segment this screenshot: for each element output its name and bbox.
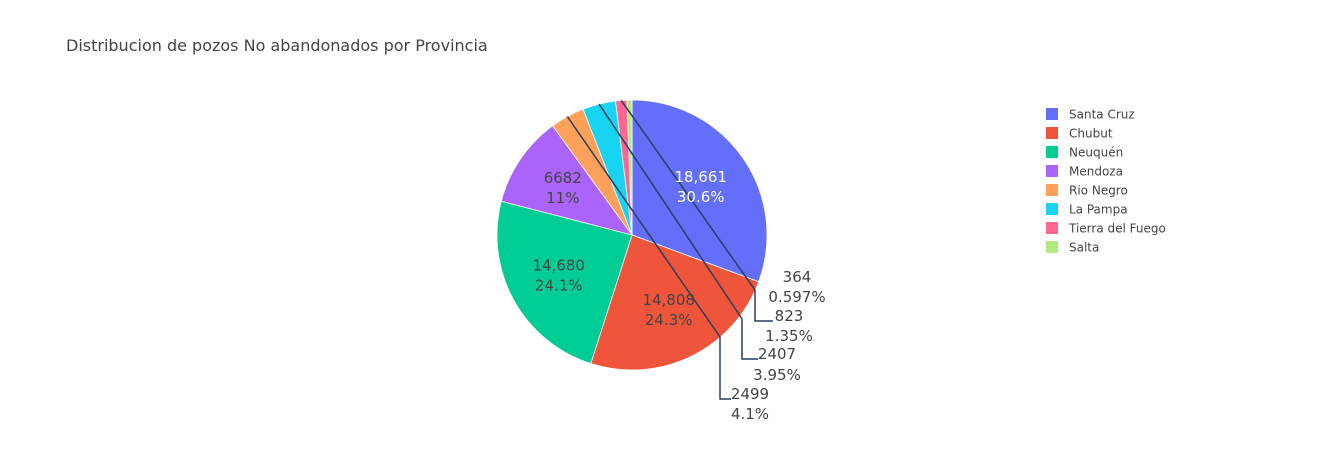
slice-value-label-chubut: 14,808 (642, 291, 695, 309)
legend-item-la-pampa[interactable]: La Pampa (1046, 203, 1128, 217)
legend-item-salta[interactable]: Salta (1046, 241, 1099, 255)
chart-title: Distribucion de pozos No abandonados por… (66, 36, 488, 55)
slice-percent-label-salta: 0.597% (768, 288, 825, 306)
legend-swatch-la-pampa (1046, 203, 1058, 215)
slice-percent-label-chubut: 24.3% (645, 311, 693, 329)
slice-value-label-santa-cruz: 18,661 (674, 168, 727, 186)
legend-item-tierra-del-fuego[interactable]: Tierra del Fuego (1046, 222, 1166, 236)
leader-lines (566, 99, 773, 400)
legend-label-rio-negro: Rio Negro (1069, 184, 1128, 198)
slice-value-label-tierra-del-fuego: 823 (775, 307, 804, 325)
slice-value-label-neuquen: 14,680 (532, 256, 585, 274)
legend-label-mendoza: Mendoza (1069, 165, 1123, 179)
slice-value-label-salta: 364 (783, 268, 812, 286)
legend-swatch-tierra-del-fuego (1046, 222, 1058, 234)
legend-label-tierra-del-fuego: Tierra del Fuego (1068, 222, 1166, 236)
leader-line-rio-negro (566, 116, 731, 400)
legend-label-salta: Salta (1069, 241, 1099, 255)
slice-santa-cruz[interactable] (631, 99, 768, 283)
legend-swatch-neuquen (1046, 146, 1058, 158)
slice-percent-label-neuquen: 24.1% (535, 276, 583, 294)
slice-value-label-la-pampa: 2407 (758, 345, 796, 363)
legend-item-mendoza[interactable]: Mendoza (1046, 165, 1123, 179)
legend-label-santa-cruz: Santa Cruz (1069, 108, 1135, 122)
legend-label-la-pampa: La Pampa (1069, 203, 1128, 217)
legend-swatch-chubut (1046, 127, 1058, 139)
legend-swatch-mendoza (1046, 165, 1058, 177)
legend-label-chubut: Chubut (1069, 127, 1113, 141)
slice-value-label-mendoza: 6682 (544, 169, 582, 187)
legend-item-neuquen[interactable]: Neuquén (1046, 146, 1123, 160)
slice-salta[interactable] (626, 99, 633, 236)
legend-swatch-rio-negro (1046, 184, 1058, 196)
slice-percent-label-rio-negro: 4.1% (731, 405, 769, 423)
legend-item-rio-negro[interactable]: Rio Negro (1046, 184, 1128, 198)
legend-swatch-santa-cruz (1046, 108, 1058, 120)
slice-neuquen[interactable] (496, 200, 633, 365)
legend-item-santa-cruz[interactable]: Santa Cruz (1046, 108, 1135, 122)
slice-percent-label-tierra-del-fuego: 1.35% (765, 327, 813, 345)
legend-swatch-salta (1046, 241, 1058, 253)
slice-percent-label-santa-cruz: 30.6% (677, 188, 725, 206)
slice-chubut[interactable] (590, 234, 760, 371)
leader-line-la-pampa (598, 103, 758, 360)
slice-percent-label-mendoza: 11% (546, 189, 579, 207)
leader-line-tierra-del-fuego (620, 99, 773, 322)
slice-value-label-rio-negro: 2499 (731, 385, 769, 403)
slice-mendoza[interactable] (500, 125, 633, 236)
legend-label-neuquen: Neuquén (1069, 146, 1123, 160)
legend-item-chubut[interactable]: Chubut (1046, 127, 1113, 141)
slice-labels: 18,661 30.6% 14,808 24.3% 14,680 24.1% 6682 11%… (532, 168, 825, 423)
slice-percent-label-la-pampa: 3.95% (753, 366, 801, 384)
legend: Santa Cruz Chubut Neuquén Mendoza Rio Negro L… (1046, 108, 1166, 255)
pie-slices (496, 99, 768, 371)
